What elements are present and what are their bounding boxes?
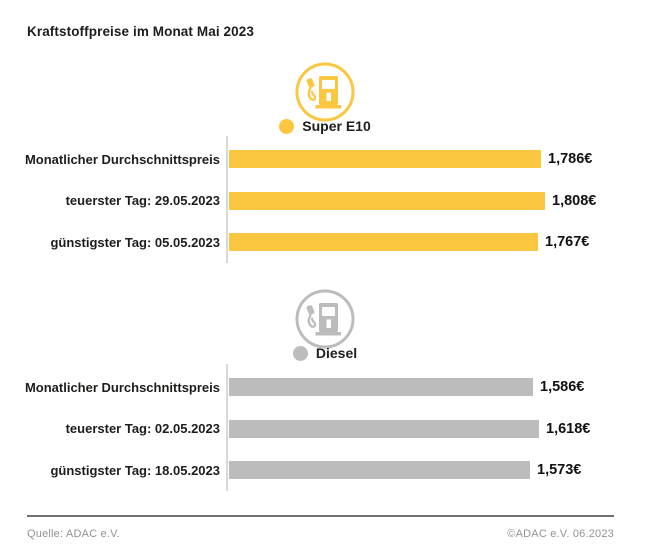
bar [229,378,533,396]
source-note: Quelle: ADAC e.V. [27,528,120,540]
legend-super-e10: Super E10 [0,118,650,134]
bar-label: Monatlicher Durchschnittspreis [24,151,220,167]
footer-divider [27,515,614,517]
copyright-note: ©ADAC e.V. 06.2023 [507,528,614,540]
bar-label: teuerster Tag: 29.05.2023 [65,193,220,208]
section-diesel: Diesel Monatlicher Durchschnittspreis 1,5… [0,288,650,491]
legend-dot [292,345,308,361]
bar-value: 1,767€ [545,234,590,250]
page-title: Kraftstoffpreise im Monat Mai 2023 [27,24,254,39]
bar-label: teuerster Tag: 02.05.2023 [65,421,220,436]
chart-row: teuerster Tag: 29.05.2023 1,808€ [0,191,650,210]
chart-row: günstigster Tag: 18.05.2023 1,573€ [0,461,650,479]
legend-label: Super E10 [302,118,371,134]
bar-chart-super-e10: Monatlicher Durchschnittspreis 1,786€ teue… [0,136,650,263]
footer: Quelle: ADAC e.V. ©ADAC e.V. 06.2023 [27,528,614,540]
legend-dot [279,118,295,134]
bar-value: 1,618€ [546,420,591,437]
bar-value: 1,586€ [540,379,585,395]
bar-value: 1,786€ [548,151,593,167]
bar-label: günstigster Tag: 05.05.2023 [50,234,220,250]
bar [229,150,541,168]
section-super-e10: Super E10 Monatlicher Durchschnittspreis… [0,61,650,263]
bar [229,191,545,210]
bar-value: 1,573€ [537,462,582,478]
fuel-pump-icon [295,62,355,122]
fuel-pump-badge-diesel [0,288,650,350]
legend-diesel: Diesel [0,345,650,361]
bar [229,461,530,479]
chart-row: günstigster Tag: 05.05.2023 1,767€ [0,233,650,251]
chart-row: Monatlicher Durchschnittspreis 1,586€ [0,378,650,396]
fuel-pump-badge-super [0,61,650,123]
bar-label: günstigster Tag: 18.05.2023 [50,462,220,478]
bar-chart-diesel: Monatlicher Durchschnittspreis 1,586€ teue… [0,364,650,491]
bar-label: Monatlicher Durchschnittspreis [24,379,220,395]
chart-row: teuerster Tag: 02.05.2023 1,618€ [0,419,650,438]
legend-label: Diesel [315,345,358,361]
axis-line [226,136,228,263]
axis-line [226,364,228,491]
bar [229,233,538,251]
bar-value: 1,808€ [552,192,597,209]
fuel-pump-icon [295,289,355,349]
bar [229,419,539,438]
chart-row: Monatlicher Durchschnittspreis 1,786€ [0,150,650,168]
